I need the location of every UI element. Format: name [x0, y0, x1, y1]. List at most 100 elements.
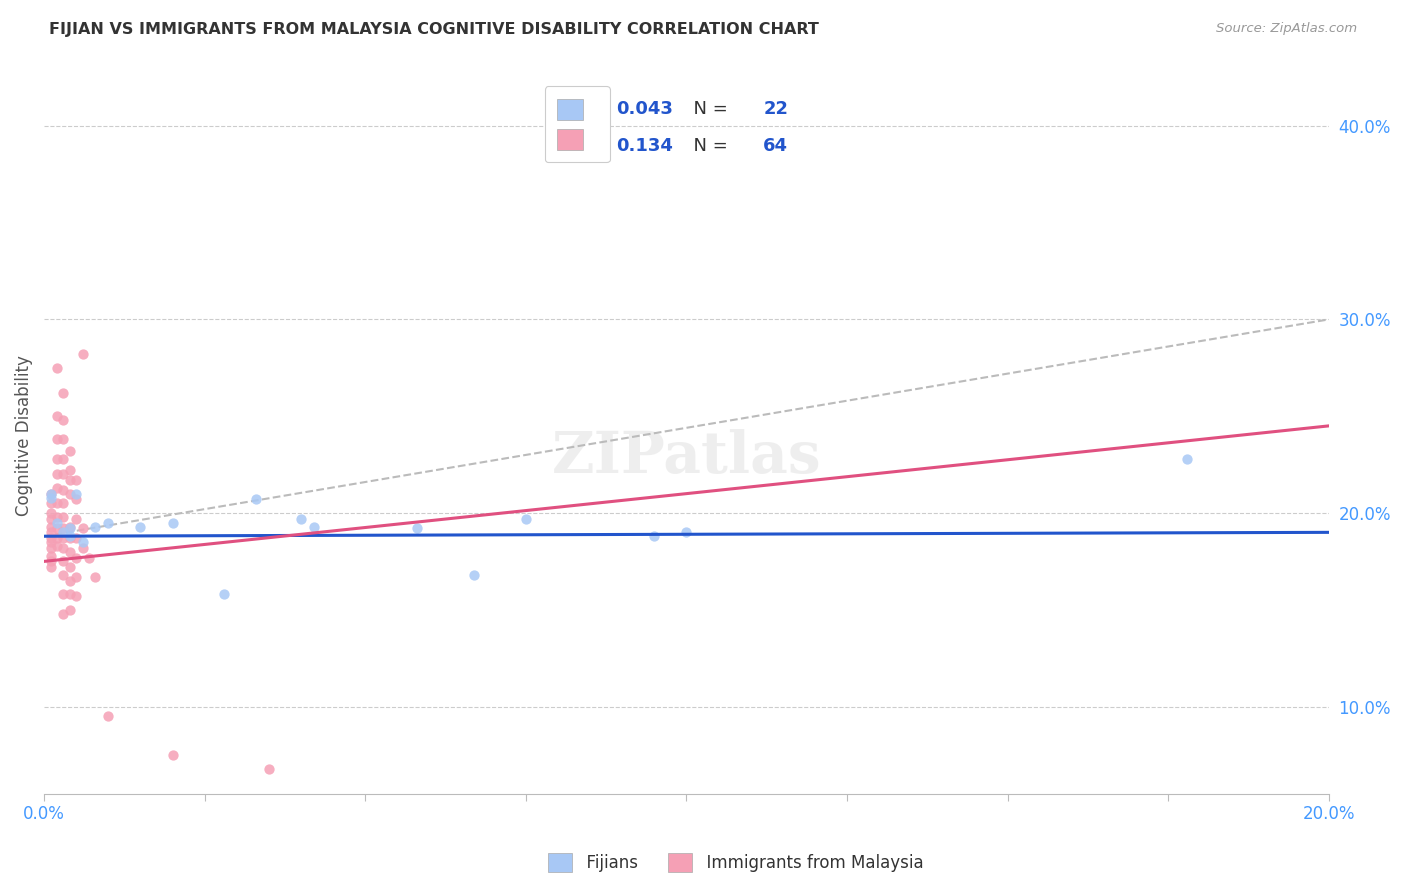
Point	[72, 347, 94, 361]
Legend: , : ,	[544, 87, 610, 162]
Point	[65, 550, 87, 565]
Point	[59, 574, 82, 588]
Point	[46, 481, 69, 495]
Point	[59, 519, 82, 533]
Point	[212, 587, 235, 601]
Point	[643, 529, 665, 543]
Point	[46, 451, 69, 466]
Point	[52, 607, 75, 621]
Point	[46, 521, 69, 535]
Point	[59, 560, 82, 574]
Point	[52, 467, 75, 482]
Point	[65, 570, 87, 584]
Point	[52, 587, 75, 601]
Point	[65, 492, 87, 507]
Text: Source: ZipAtlas.com: Source: ZipAtlas.com	[1216, 22, 1357, 36]
Point	[405, 521, 427, 535]
Text: 22: 22	[763, 100, 789, 118]
Point	[39, 486, 62, 500]
Point	[46, 433, 69, 447]
Point	[52, 413, 75, 427]
Y-axis label: Cognitive Disability: Cognitive Disability	[15, 355, 32, 516]
Point	[59, 529, 82, 543]
Point	[59, 473, 82, 487]
Point	[39, 491, 62, 505]
Point	[65, 531, 87, 545]
Text: 64: 64	[763, 137, 789, 155]
Point	[59, 587, 82, 601]
Text: ZIPatlas: ZIPatlas	[551, 429, 821, 485]
Point	[39, 549, 62, 563]
Point	[39, 512, 62, 526]
Point	[46, 539, 69, 553]
Point	[39, 531, 62, 545]
Point	[39, 486, 62, 500]
Text: R =: R =	[561, 100, 599, 118]
Point	[72, 541, 94, 555]
Text: FIJIAN VS IMMIGRANTS FROM MALAYSIA COGNITIVE DISABILITY CORRELATION CHART: FIJIAN VS IMMIGRANTS FROM MALAYSIA COGNI…	[49, 22, 820, 37]
Point	[52, 451, 75, 466]
Point	[46, 409, 69, 424]
Point	[39, 560, 62, 574]
Text: 0.043: 0.043	[616, 100, 672, 118]
Point	[52, 531, 75, 545]
Point	[290, 512, 312, 526]
Point	[39, 506, 62, 520]
Point	[84, 519, 107, 533]
Point	[129, 519, 152, 533]
Point	[463, 568, 485, 582]
Point	[515, 512, 537, 526]
Point	[675, 525, 697, 540]
Point	[97, 709, 120, 723]
Text: N =: N =	[682, 100, 734, 118]
Point	[39, 554, 62, 568]
Text: R =: R =	[561, 137, 605, 155]
Point	[59, 545, 82, 559]
Point	[52, 386, 75, 401]
Point	[52, 554, 75, 568]
Point	[39, 519, 62, 533]
Point	[52, 568, 75, 582]
Point	[46, 467, 69, 482]
Text: 0.134: 0.134	[616, 137, 672, 155]
Point	[245, 492, 267, 507]
Point	[52, 525, 75, 540]
Point	[257, 762, 280, 776]
Point	[162, 747, 184, 762]
Point	[1177, 451, 1199, 466]
Point	[97, 516, 120, 530]
Point	[65, 486, 87, 500]
Point	[39, 535, 62, 549]
Point	[46, 531, 69, 545]
Point	[59, 531, 82, 545]
Point	[65, 589, 87, 603]
Point	[59, 463, 82, 477]
Point	[65, 512, 87, 526]
Point	[77, 550, 100, 565]
Point	[52, 483, 75, 497]
Point	[84, 570, 107, 584]
Point	[39, 496, 62, 510]
Point	[72, 521, 94, 535]
Point	[52, 541, 75, 555]
Point	[46, 496, 69, 510]
Point	[46, 360, 69, 375]
Text: Fijians: Fijians	[576, 854, 638, 871]
Point	[39, 541, 62, 555]
Point	[59, 444, 82, 458]
Text: N =: N =	[682, 137, 734, 155]
Point	[59, 603, 82, 617]
Point	[65, 473, 87, 487]
Point	[59, 521, 82, 535]
Point	[46, 509, 69, 524]
Point	[52, 433, 75, 447]
Point	[52, 521, 75, 535]
Point	[39, 525, 62, 540]
Point	[52, 496, 75, 510]
Point	[46, 516, 69, 530]
Text: Immigrants from Malaysia: Immigrants from Malaysia	[696, 854, 924, 871]
Point	[72, 535, 94, 549]
Point	[59, 486, 82, 500]
Point	[162, 516, 184, 530]
Point	[302, 519, 325, 533]
